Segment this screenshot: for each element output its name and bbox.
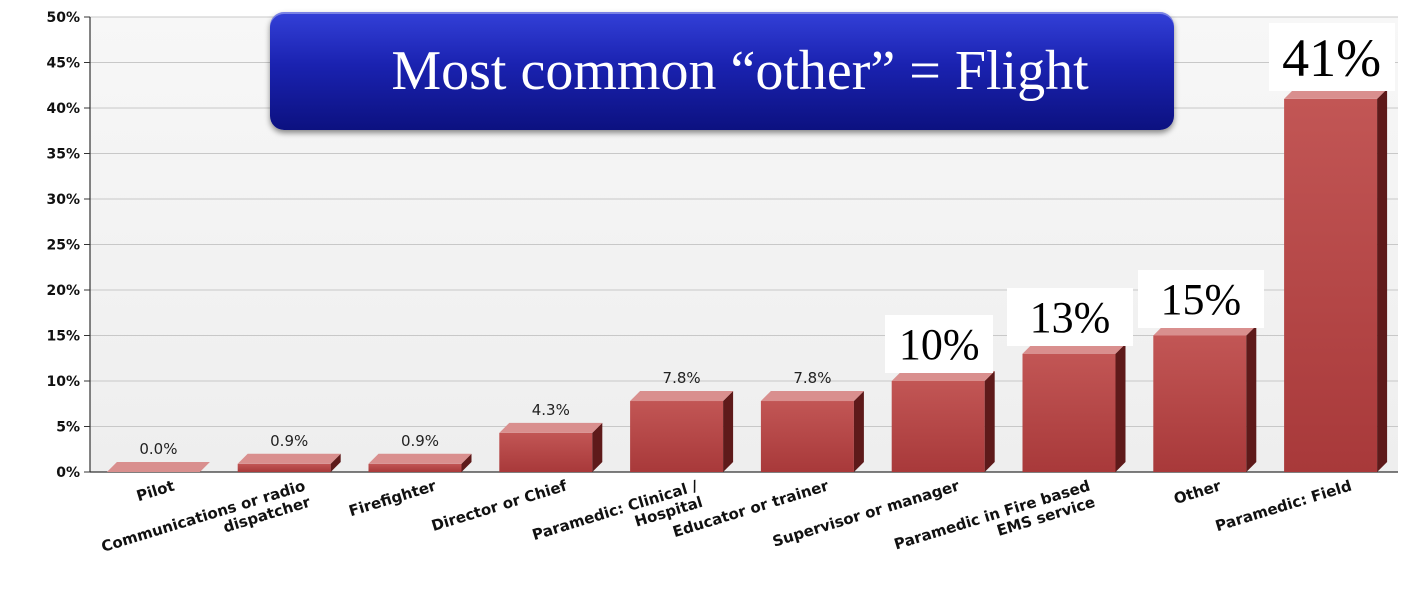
svg-text:Paramedic: Field: Paramedic: Field	[1213, 477, 1354, 536]
bar-side-3	[592, 422, 603, 472]
svg-text:Pilot: Pilot	[134, 477, 176, 506]
bar-side-1	[330, 453, 341, 472]
data-label-3: 4.3%	[532, 401, 570, 419]
y-tick-label: 20%	[46, 283, 80, 299]
callout-text: Most common “other” = Flight	[391, 40, 1089, 102]
bar-top-3	[499, 422, 603, 433]
y-tick-label: 30%	[46, 192, 80, 208]
bar-top-6	[891, 371, 995, 381]
y-tick-label: 50%	[46, 10, 80, 26]
bar-top-9	[1284, 88, 1388, 99]
highlight-label-field: 41%	[1268, 22, 1395, 91]
bar-top-7	[1022, 343, 1126, 354]
highlight-label-fire-based: 13%	[1007, 287, 1133, 346]
bar-1	[237, 463, 331, 472]
data-label-2: 0.9%	[401, 432, 439, 450]
x-category-label-1: Communications or radiodispatcher	[99, 476, 313, 572]
bar-top-2	[368, 453, 472, 464]
bar-side-5	[853, 391, 864, 472]
highlight-label-other: 15%	[1137, 269, 1264, 328]
bar-9	[1284, 98, 1378, 473]
bar-side-8	[1246, 325, 1257, 472]
bar-top-0	[106, 462, 210, 472]
data-label-5: 7.8%	[793, 369, 831, 387]
y-tick-label: 15%	[46, 329, 80, 345]
svg-text:Communications or radiodispatc: Communications or radiodispatcher	[99, 476, 313, 572]
bar-top-5	[760, 391, 864, 402]
y-tick-label: 40%	[46, 101, 80, 117]
highlight-label-supervisor: 10%	[885, 315, 994, 373]
bar-side-6	[984, 371, 995, 472]
svg-text:Other: Other	[1172, 476, 1224, 507]
bar-side-9	[1377, 88, 1388, 473]
y-tick-label: 25%	[46, 238, 80, 254]
svg-text:Firefighter: Firefighter	[347, 476, 439, 520]
y-tick-label: 0%	[56, 465, 80, 481]
callout-banner: Most common “other” = Flight	[270, 12, 1174, 130]
y-tick-label: 5%	[56, 420, 80, 436]
bar-2	[368, 463, 462, 472]
x-category-label-9: Paramedic: Field	[1213, 477, 1354, 536]
bar-6	[891, 381, 985, 472]
bar-top-1	[237, 453, 341, 464]
data-label-1: 0.9%	[270, 432, 308, 450]
bar-3	[499, 432, 593, 472]
bar-top-4	[630, 391, 734, 402]
bar-side-7	[1115, 343, 1126, 472]
x-category-label-0: Pilot	[134, 477, 176, 506]
y-tick-label: 45%	[46, 56, 80, 72]
x-category-label-2: Firefighter	[347, 476, 439, 520]
x-category-label-8: Other	[1172, 476, 1224, 507]
bar-5	[760, 401, 854, 472]
bar-side-4	[723, 391, 734, 472]
bar-side-2	[461, 453, 472, 472]
data-label-4: 7.8%	[663, 369, 701, 387]
bar-top-8	[1153, 325, 1257, 336]
bar-4	[630, 401, 724, 472]
y-tick-label: 10%	[46, 374, 80, 390]
data-label-0: 0.0%	[139, 440, 177, 458]
bar-7	[1022, 353, 1116, 472]
y-tick-label: 35%	[46, 147, 80, 163]
bar-8	[1153, 335, 1247, 472]
